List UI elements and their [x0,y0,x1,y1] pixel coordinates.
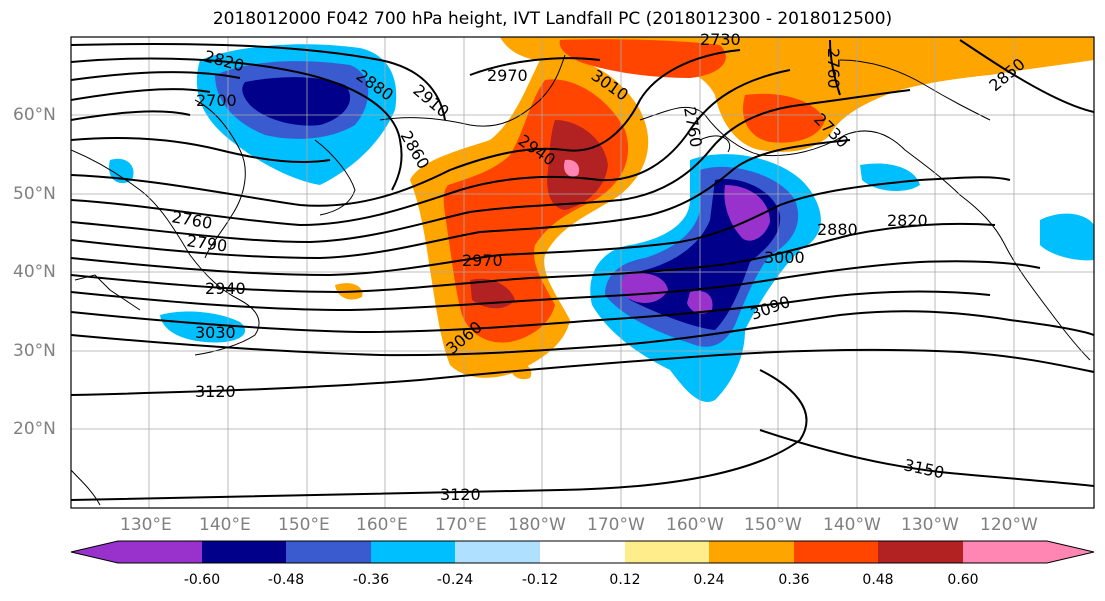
positive-anomaly-north [500,37,1094,152]
height-contours [71,39,1094,501]
colorbar-tick-label: 0.60 [947,572,979,588]
map-frame [70,36,1095,509]
contour-label: 2820 [887,211,928,230]
colorbar-tick-label: 0.12 [609,572,641,588]
colorbar-tick-label: -0.60 [183,572,221,588]
lon-label: 170°W [587,515,645,535]
contour-label: 3030 [195,323,236,342]
colorbar-cell [455,541,540,563]
lat-label: 20°N [13,419,56,439]
lon-label: 150°E [278,515,330,535]
colorbar-cells [118,541,1047,563]
lon-label: 140°E [199,515,251,535]
positive-anomaly-central [410,57,649,378]
contour-label: 2970 [487,66,528,85]
lon-label: 130°W [901,515,959,535]
colorbar-cell [118,541,202,563]
colorbar-cell [709,541,794,563]
lon-label: 160°W [666,515,724,535]
colorbar-cell [625,541,709,563]
contour-label: 2970 [462,251,503,270]
map-area [71,37,1094,508]
lat-label: 50°N [13,184,56,204]
colorbar-tick-label: 0.24 [693,572,725,588]
gridlines [71,37,1094,508]
colorbar-cell [540,541,625,563]
colorbar [70,540,1095,564]
lat-label: 40°N [13,262,56,282]
colorbar-cell [794,541,878,563]
colorbar-cell [371,541,455,563]
colorbar-tick-label: -0.24 [436,572,474,588]
lat-label: 30°N [13,341,56,361]
lon-label: 140°W [823,515,881,535]
contour-label: 2730 [700,30,741,49]
lon-label: 170°E [435,515,487,535]
lon-label: 130°E [120,515,172,535]
colorbar-tick-label: 0.36 [778,572,810,588]
contour-label: 3000 [764,248,805,267]
figure-title: 2018012000 F042 700 hPa height, IVT Land… [212,9,893,29]
lon-label: 160°E [356,515,408,535]
contour-label: 3120 [195,382,236,401]
colorbar-tick-label: -0.48 [267,572,305,588]
lon-label: 150°W [744,515,802,535]
contour-label: 2940 [205,279,246,298]
colorbar-extend-high [1047,541,1094,563]
lon-label: 120°W [980,515,1038,535]
colorbar-cell [878,541,963,563]
colorbar-cell [963,541,1047,563]
lon-label: 180°W [508,515,566,535]
lat-label: 60°N [13,105,56,125]
contour-label: 2700 [196,91,237,110]
colorbar-tick-label: -0.12 [521,572,559,588]
negative-anomaly-patches [109,158,1094,343]
colorbar-extend-low [71,541,118,563]
colorbar-tick-label: -0.36 [352,572,390,588]
contour-label: 2880 [817,220,858,239]
colorbar-cell [202,541,286,563]
colorbar-tick-label: 0.48 [862,572,894,588]
contour-label: 3120 [440,485,481,504]
contour-label: 2760 [824,48,843,89]
colorbar-cell [286,541,371,563]
